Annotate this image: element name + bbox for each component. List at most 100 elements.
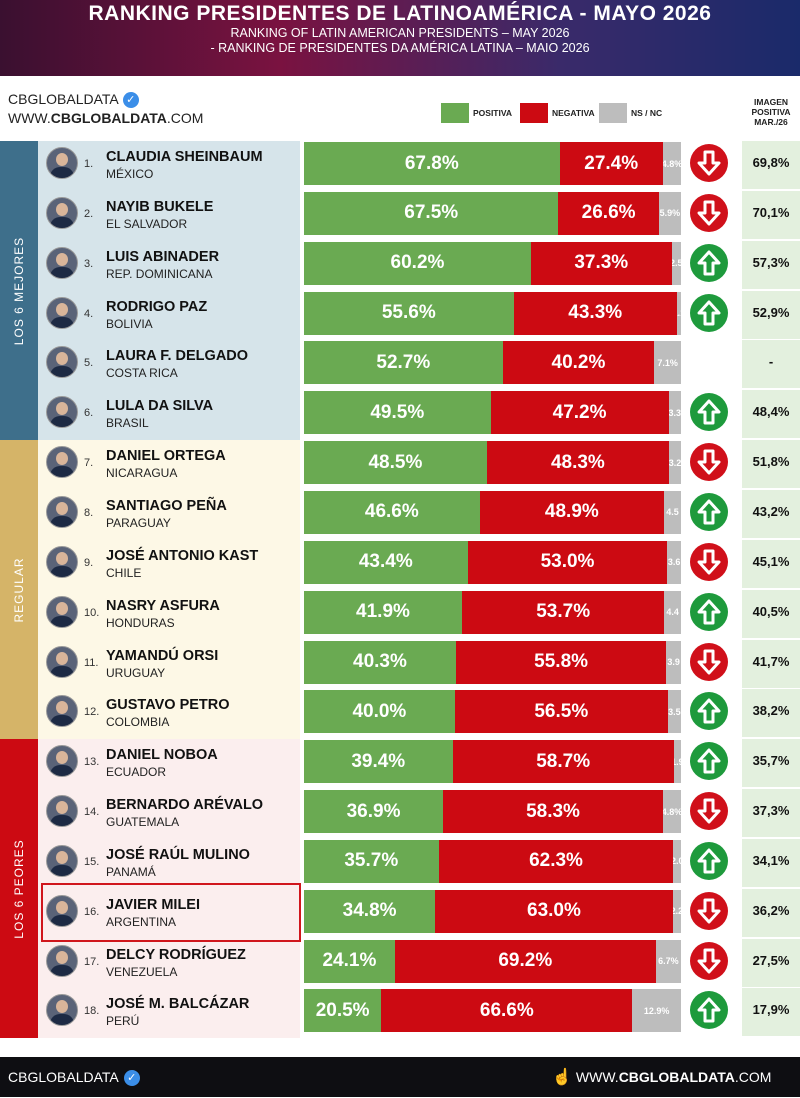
brand-block: CBGLOBALDATA ✓ WWW.CBGLOBALDATA.COM (8, 90, 203, 128)
president-photo (46, 595, 78, 628)
president-name: BERNARDO ARÉVALO (106, 797, 264, 814)
bar-ns: 4.8% (662, 790, 681, 834)
president-country: BOLIVIA (106, 316, 153, 331)
prev-column-header: IMAGEN POSITIVA MAR./26 (751, 97, 791, 127)
ranking-row: 7. DANIEL ORTEGA NICARAGUA 48.5% 48.3% 3.2 51,… (0, 440, 800, 489)
stacked-bar: 20.5% 66.6% 12.9% (304, 989, 681, 1033)
legend-label-negative: NEGATIVA (552, 108, 595, 118)
president-name: DANIEL ORTEGA (106, 448, 226, 465)
bar-positive: 43.4% (304, 540, 468, 584)
rank-number: 12. (84, 706, 100, 719)
bar-negative: 55.8% (455, 640, 667, 684)
bar-ns: 7.1% (654, 341, 681, 385)
rank-number: 14. (84, 806, 100, 819)
legend-swatch-ns (599, 103, 627, 123)
bar-negative: 53.0% (467, 540, 668, 584)
president-country: CHILE (106, 565, 142, 580)
stacked-bar: 24.1% 69.2% 6.7% (304, 939, 681, 983)
arrow-down-icon (690, 144, 728, 182)
bar-positive: 35.7% (304, 839, 439, 883)
stacked-bar: 43.4% 53.0% 3.6 (304, 540, 681, 584)
bar-negative: 69.2% (394, 939, 656, 983)
stacked-bar: 52.7% 40.2% 7.1% (304, 341, 681, 385)
arrow-up-icon (690, 742, 728, 781)
ranking-row: 10. NASRY ASFURA HONDURAS 41.9% 53.7% 4.4 40,5… (0, 589, 800, 638)
ranking-row: 14. BERNARDO ARÉVALO GUATEMALA 36.9% 58.3% 4.… (0, 789, 800, 838)
president-photo (46, 446, 78, 479)
bar-positive: 39.4% (304, 740, 453, 784)
president-country: PANAMÁ (106, 864, 156, 879)
prev-positive-value: 34,1% (742, 838, 800, 887)
stacked-bar: 60.2% 37.3% 2.5 (304, 241, 681, 285)
president-country: VENEZUELA (106, 964, 178, 979)
stacked-bar: 34.8% 63.0% 2.2 (304, 889, 681, 933)
arrow-up-icon (690, 492, 728, 531)
president-photo (46, 844, 78, 877)
group-background (0, 141, 300, 441)
stacked-bar: 67.8% 27.4% 4.8% (304, 142, 681, 185)
prev-positive-value: 48,4% (742, 390, 800, 439)
group-label: REGULAR (0, 440, 38, 740)
arrow-down-icon (690, 642, 728, 681)
bar-negative: 27.4% (559, 142, 663, 185)
prev-positive-value: 52,9% (742, 290, 800, 339)
bar-ns: 4.4 (664, 590, 681, 634)
rank-number: 5. (84, 357, 94, 370)
footer: CBGLOBALDATA ✓ ☝ WWW.CBGLOBALDATA.COM (0, 1057, 800, 1097)
president-name: YAMANDÚ ORSI (106, 647, 219, 664)
stacked-bar: 46.6% 48.9% 4.5 (304, 490, 681, 534)
president-photo (46, 894, 78, 927)
legend-ns: NS / NC (599, 103, 662, 123)
bar-negative: 43.3% (513, 291, 677, 335)
bar-negative: 58.3% (443, 790, 663, 834)
bar-positive: 40.0% (304, 690, 455, 734)
rank-number: 16. (84, 905, 100, 918)
rank-number: 9. (84, 556, 94, 569)
president-country: PERÚ (106, 1014, 140, 1029)
arrow-down-icon (690, 542, 728, 581)
president-name: RODRIGO PAZ (106, 298, 208, 315)
brand-url[interactable]: WWW.CBGLOBALDATA.COM (8, 110, 204, 126)
footer-link[interactable]: ☝ WWW.CBGLOBALDATA.COM (552, 1069, 772, 1086)
stacked-bar: 40.0% 56.5% 3.5 (304, 690, 681, 734)
prev-positive-value: 70,1% (742, 190, 800, 239)
ranking-row: 11. YAMANDÚ ORSI URUGUAY 40.3% 55.8% 3.9 41,7% (0, 639, 800, 688)
stacked-bar: 40.3% 55.8% 3.9 (304, 640, 681, 684)
prev-positive-value: 43,2% (742, 489, 800, 538)
group-label: LOS 6 PEORES (0, 739, 38, 1039)
bar-negative: 40.2% (502, 341, 655, 385)
president-photo (46, 196, 78, 229)
rank-number: 6. (84, 407, 94, 420)
president-name: GUSTAVO PETRO (106, 697, 230, 714)
bar-negative: 58.7% (452, 740, 674, 784)
president-photo (46, 994, 78, 1027)
president-name: CLAUDIA SHEINBAUM (106, 149, 263, 165)
president-country: COSTA RICA (106, 366, 178, 381)
prev-positive-value: 38,2% (742, 689, 800, 738)
president-photo (46, 346, 78, 379)
bar-positive: 40.3% (304, 640, 456, 684)
bar-positive: 46.6% (304, 490, 480, 534)
bar-ns: 2.5 (671, 241, 681, 285)
president-name: JOSÉ ANTONIO KAST (106, 547, 259, 564)
president-name: LAURA F. DELGADO (106, 348, 249, 365)
president-country: BRASIL (106, 416, 149, 431)
president-country: REP. DOMINICANA (106, 266, 213, 281)
bar-ns: 3.9 (666, 640, 681, 684)
president-photo (46, 147, 78, 179)
prev-positive-value: 69,8% (742, 141, 800, 189)
ranking-row: 1. CLAUDIA SHEINBAUM MÉXICO 67.8% 27.4% 4.8% 6… (0, 141, 800, 189)
ranking-row: 6. LULA DA SILVA BRASIL 49.5% 47.2% 3.3 48,4% (0, 390, 800, 439)
bar-positive: 36.9% (304, 790, 444, 834)
president-name: DANIEL NOBOA (106, 747, 218, 764)
bar-positive: 60.2% (304, 241, 531, 285)
prev-positive-value: - (742, 340, 800, 389)
president-photo (46, 944, 78, 977)
president-photo (46, 495, 78, 528)
bar-ns: 5.9% (658, 191, 681, 235)
rank-number: 18. (84, 1005, 100, 1018)
legend-swatch-positive (441, 103, 469, 123)
prev-positive-value: 57,3% (742, 240, 800, 289)
stacked-bar: 35.7% 62.3% 2.0 (304, 839, 681, 883)
